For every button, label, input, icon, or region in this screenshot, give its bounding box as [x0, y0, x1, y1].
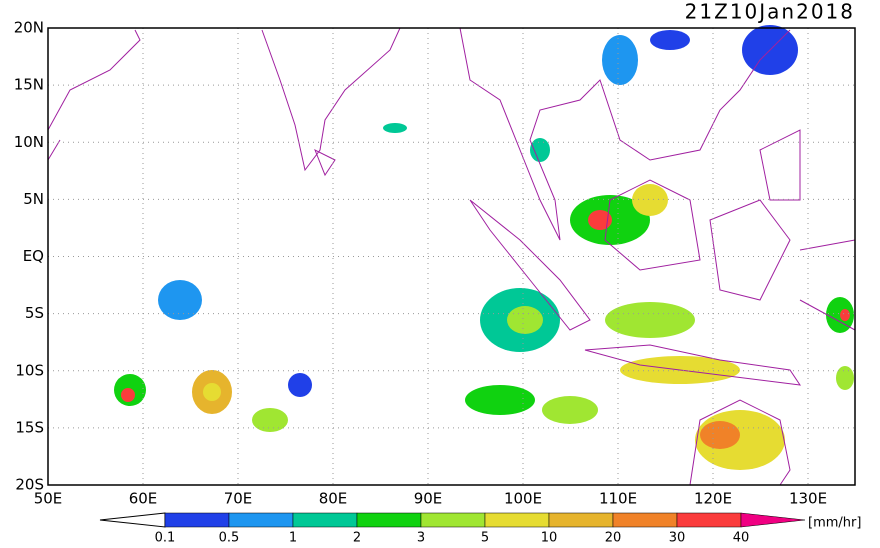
lat-label: EQ: [23, 247, 44, 265]
colorbar-tick-label: 1: [289, 531, 297, 545]
colorbar-low-arrow: [99, 512, 166, 528]
lat-label: 5N: [23, 190, 44, 208]
lat-label: 15N: [14, 76, 44, 94]
lon-label: 100E: [504, 490, 542, 508]
colorbar-bin: [484, 512, 550, 528]
colorbar-tick-label: 3: [417, 531, 425, 545]
rain-field: [114, 25, 854, 470]
colorbar-bin: [420, 512, 486, 528]
colorbar-tick-label: 40: [733, 531, 750, 545]
lat-label: 15S: [15, 418, 44, 436]
lon-label: 80E: [319, 490, 348, 508]
lat-label: 10S: [15, 361, 44, 379]
lon-label: 120E: [694, 490, 732, 508]
colorbar-tick-label: 10: [541, 531, 558, 545]
colorbar-bin: [164, 512, 230, 528]
colorbar-bin: [612, 512, 678, 528]
lat-label: 20N: [14, 19, 44, 37]
lon-label: 110E: [599, 490, 637, 508]
colorbar-bin: [548, 512, 614, 528]
map-frame: [47, 27, 856, 486]
colorbar-high-arrow: [740, 512, 806, 528]
lat-label: 20S: [15, 476, 44, 494]
colorbar-bin: [356, 512, 422, 528]
lat-label: 10N: [14, 133, 44, 151]
coastlines: [47, 27, 856, 486]
colorbar-bin: [228, 512, 294, 528]
lon-label: 60E: [129, 490, 158, 508]
colorbar-bin: [292, 512, 358, 528]
colorbar-tick-label: 20: [605, 531, 622, 545]
colorbar-tick-label: 0.1: [155, 531, 176, 545]
colorbar-tick-label: 0.5: [219, 531, 240, 545]
colorbar-tick-label: 2: [353, 531, 361, 545]
lon-label: 130E: [789, 490, 827, 508]
lon-label: 90E: [414, 490, 443, 508]
colorbar-unit: [mm/hr]: [808, 516, 861, 531]
colorbar-bin: [676, 512, 742, 528]
lat-label: 5S: [25, 304, 44, 322]
lon-label: 70E: [224, 490, 253, 508]
lon-label: 50E: [34, 490, 63, 508]
title: 21Z10Jan2018: [685, 0, 855, 24]
colorbar-tick-label: 5: [481, 531, 489, 545]
colorbar-tick-label: 30: [669, 531, 686, 545]
